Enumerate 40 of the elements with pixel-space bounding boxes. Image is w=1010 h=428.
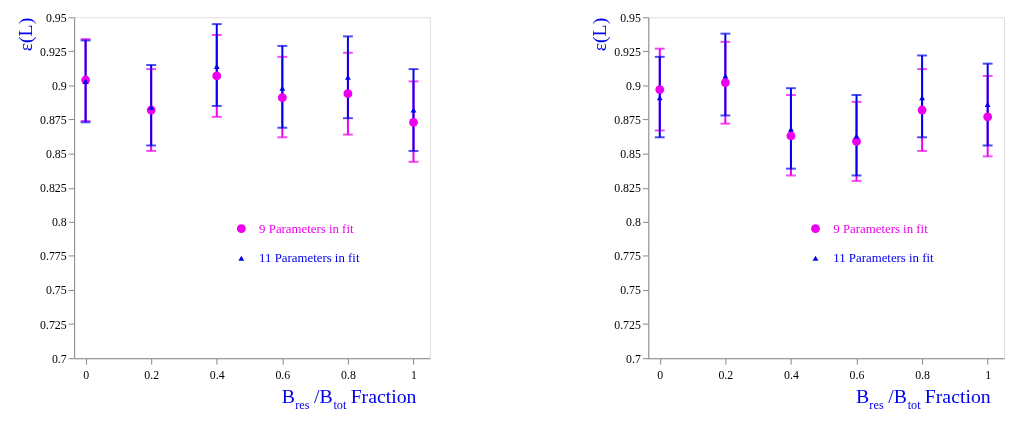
y-tick-label: 0.925 <box>614 44 641 59</box>
y-tick-label: 0.875 <box>40 113 67 128</box>
x-tick-label: 0.2 <box>144 368 160 383</box>
y-axis-title: ε(L) <box>588 17 612 52</box>
x-tick-label: 0.2 <box>718 368 734 383</box>
y-tick-label: 0.7 <box>626 351 641 366</box>
y-tick-label: 0.8 <box>626 215 641 230</box>
y-tick-label: 0.775 <box>40 249 67 264</box>
y-tick-label: 0.825 <box>614 181 641 196</box>
legend-label: 11 Parameters in fit <box>833 251 935 266</box>
y-axis-title: ε(L) <box>14 17 38 52</box>
y-tick-label: 0.85 <box>45 147 67 162</box>
x-tick-label: 1 <box>985 368 992 383</box>
x-tick-label: 0.6 <box>275 368 291 383</box>
y-tick-label: 0.95 <box>45 10 67 25</box>
y-tick-label: 0.9 <box>626 78 641 93</box>
legend-label: 9 Parameters in fit <box>259 221 354 236</box>
y-tick-label: 0.95 <box>620 10 641 25</box>
x-tick-label: 0.8 <box>341 368 356 383</box>
y-tick-label: 0.875 <box>614 113 641 128</box>
y-tick-label: 0.775 <box>614 249 641 264</box>
y-tick-label: 0.725 <box>614 317 641 332</box>
x-tick-label: 0 <box>657 368 664 383</box>
y-tick-label: 0.825 <box>40 181 67 196</box>
y-tick-label: 0.725 <box>40 317 67 332</box>
legend-label: 11 Parameters in fit <box>259 251 360 266</box>
x-tick-label: 0 <box>83 368 90 383</box>
y-tick-label: 0.7 <box>51 351 67 366</box>
y-tick-label: 0.75 <box>45 283 67 298</box>
x-tick-label: 1 <box>411 368 418 383</box>
y-tick-label: 0.925 <box>40 44 67 59</box>
legend-label: 9 Parameters in fit <box>833 221 929 236</box>
y-tick-label: 0.75 <box>620 283 641 298</box>
y-tick-label: 0.8 <box>51 215 67 230</box>
x-tick-label: 0.8 <box>915 368 931 383</box>
y-tick-label: 0.85 <box>620 147 641 162</box>
x-tick-label: 0.4 <box>784 368 799 383</box>
y-tick-label: 0.9 <box>51 78 67 93</box>
x-tick-label: 0.6 <box>849 368 865 383</box>
x-tick-label: 0.4 <box>209 368 225 383</box>
